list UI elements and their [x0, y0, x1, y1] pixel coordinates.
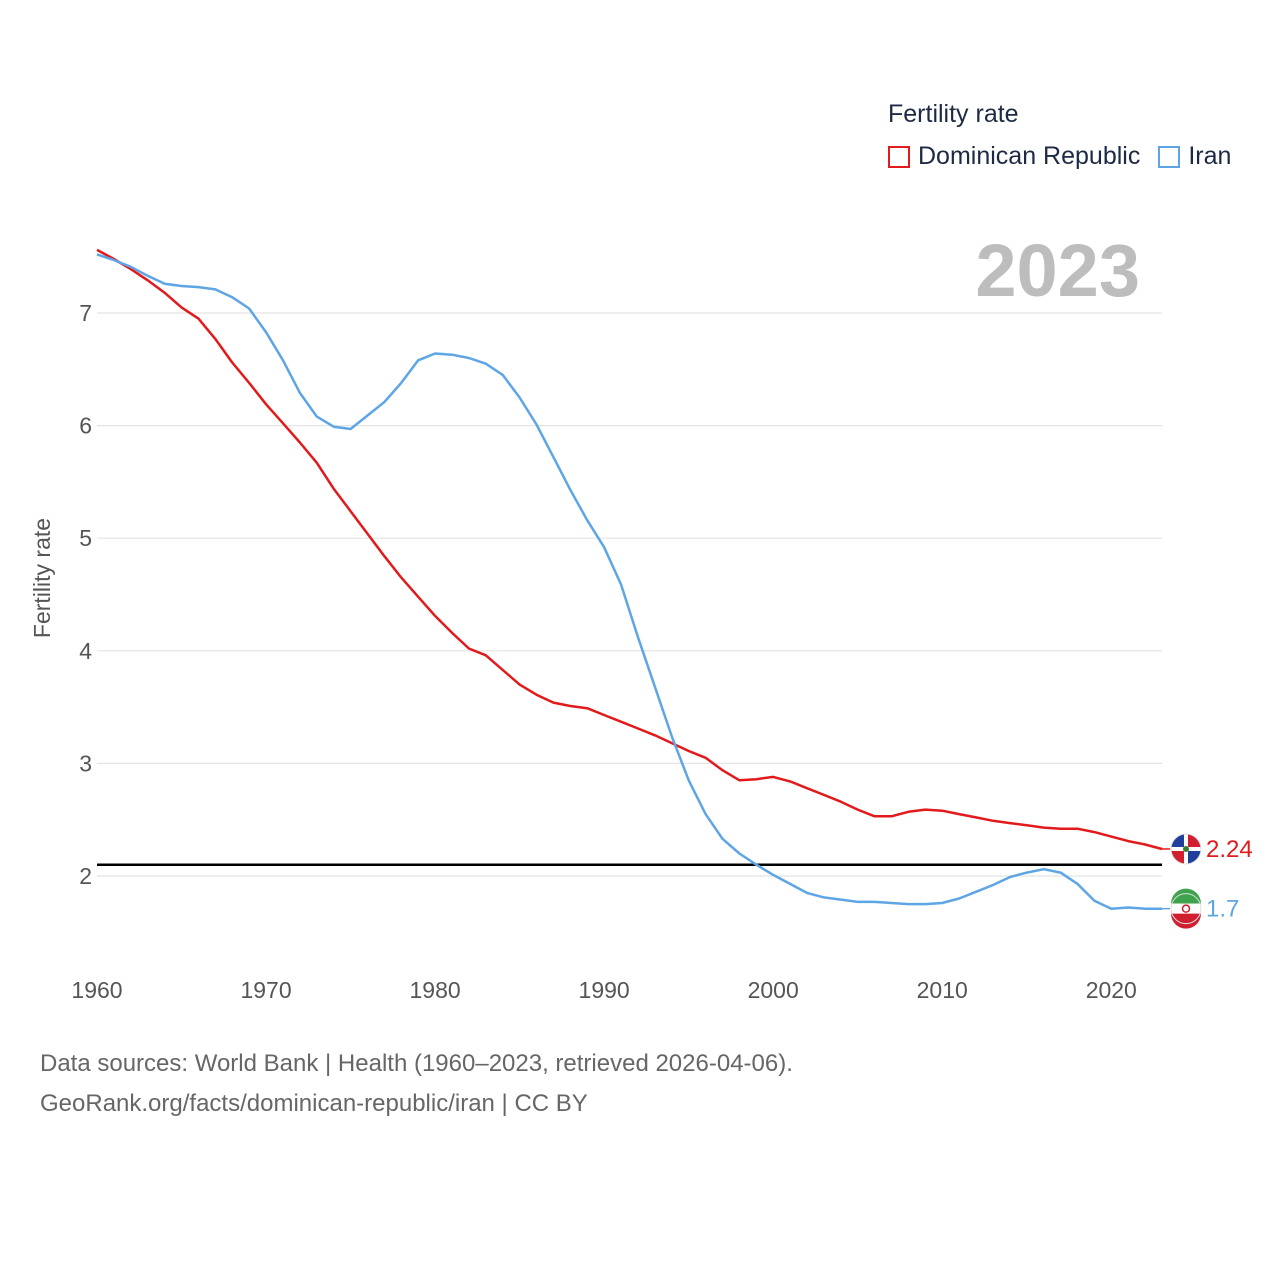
x-tick-label-1990: 1990 [579, 977, 630, 1003]
legend-item-iran[interactable]: Iran [1158, 142, 1231, 171]
data-sources-text: Data sources: World Bank | Health (1960–… [40, 1050, 793, 1077]
end-labels: 2.24 1.7 [1162, 833, 1253, 929]
legend-swatch-dominican-republic [888, 145, 910, 168]
y-tick-label-6: 6 [79, 413, 92, 439]
y-axis-ticks: 2 3 4 5 6 7 [79, 300, 92, 889]
flag-icon-dominican-republic [1170, 833, 1202, 865]
grid-layer [97, 312, 1162, 877]
end-value-label-dominican-republic: 2.24 [1206, 836, 1253, 863]
end-value-label-iran: 1.7 [1206, 896, 1239, 923]
legend-swatch-iran [1158, 145, 1181, 168]
footer: Data sources: World Bank | Health (1960–… [40, 1044, 793, 1124]
y-tick-label-5: 5 [79, 525, 92, 551]
y-tick-label-7: 7 [79, 300, 92, 326]
x-axis-ticks: 1960 1970 1980 1990 2000 2010 2020 [71, 977, 1136, 1003]
legend-item-dominican-republic[interactable]: Dominican Republic [888, 142, 1140, 171]
series-line-iran[interactable] [96, 253, 1162, 910]
source-link[interactable]: GeoRank.org/facts/dominican-republic/ira… [40, 1090, 588, 1117]
y-tick-label-2: 2 [79, 863, 92, 889]
series-layer [96, 248, 1163, 910]
series-line-dominican-republic[interactable] [96, 248, 1163, 851]
flag-icon-iran [1170, 888, 1202, 929]
x-tick-label-2010: 2010 [917, 977, 968, 1003]
y-axis-title: Fertility rate [29, 518, 55, 638]
y-tick-label-3: 3 [79, 750, 92, 776]
x-tick-label-2020: 2020 [1086, 977, 1137, 1003]
legend-title: Fertility rate [888, 100, 1019, 128]
legend-label-dominican-republic: Dominican Republic [918, 142, 1141, 170]
x-tick-label-1980: 1980 [410, 977, 461, 1003]
y-tick-label-4: 4 [79, 638, 92, 664]
current-year-label: 2023 [975, 229, 1140, 312]
x-tick-label-1970: 1970 [240, 977, 291, 1003]
x-tick-label-2000: 2000 [748, 977, 799, 1003]
legend-label-iran: Iran [1188, 142, 1232, 170]
x-tick-label-1960: 1960 [71, 977, 122, 1003]
legend: Dominican Republic Iran [888, 142, 1249, 171]
